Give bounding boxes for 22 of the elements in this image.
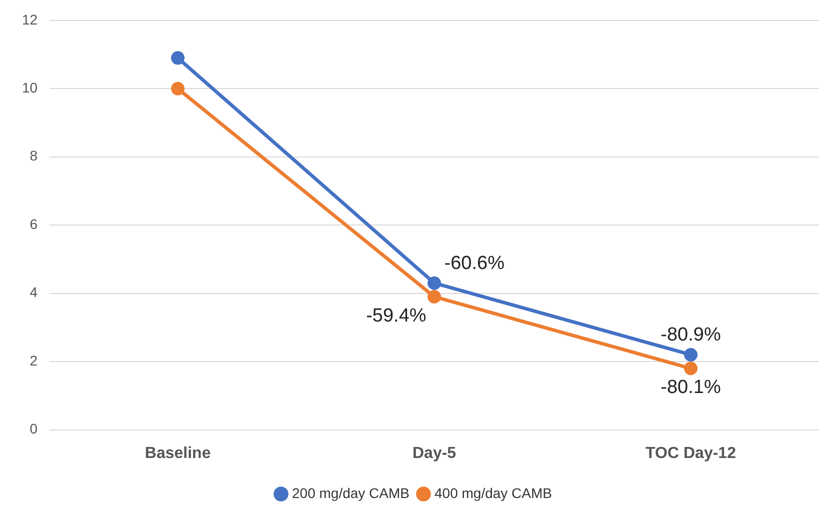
point: [684, 362, 698, 376]
annotation: -80.1%: [660, 377, 721, 398]
point: [428, 276, 442, 290]
point: [171, 82, 185, 96]
legend-label: 200 mg/day CAMB: [292, 484, 410, 501]
x-tick-label: Baseline: [144, 444, 211, 462]
annotation: -80.9%: [660, 324, 721, 346]
point: [171, 51, 185, 65]
x-tick-label: TOC Day-12: [646, 444, 736, 462]
legend-label: 400 mg/day CAMB: [434, 484, 552, 501]
point: [684, 348, 698, 362]
point: [428, 290, 442, 304]
y-tick-label: 6: [30, 216, 38, 232]
y-tick-label: 12: [22, 11, 38, 28]
annotation: -60.6%: [444, 252, 505, 274]
y-tick-label: 2: [30, 352, 38, 368]
annotation: -59.4%: [366, 305, 426, 326]
y-tick-label: 8: [30, 148, 38, 164]
x-tick-label: Day-5: [412, 444, 456, 462]
y-tick-label: 0: [30, 420, 38, 437]
y-tick-label: 10: [22, 79, 38, 96]
y-tick-label: 4: [30, 284, 38, 300]
